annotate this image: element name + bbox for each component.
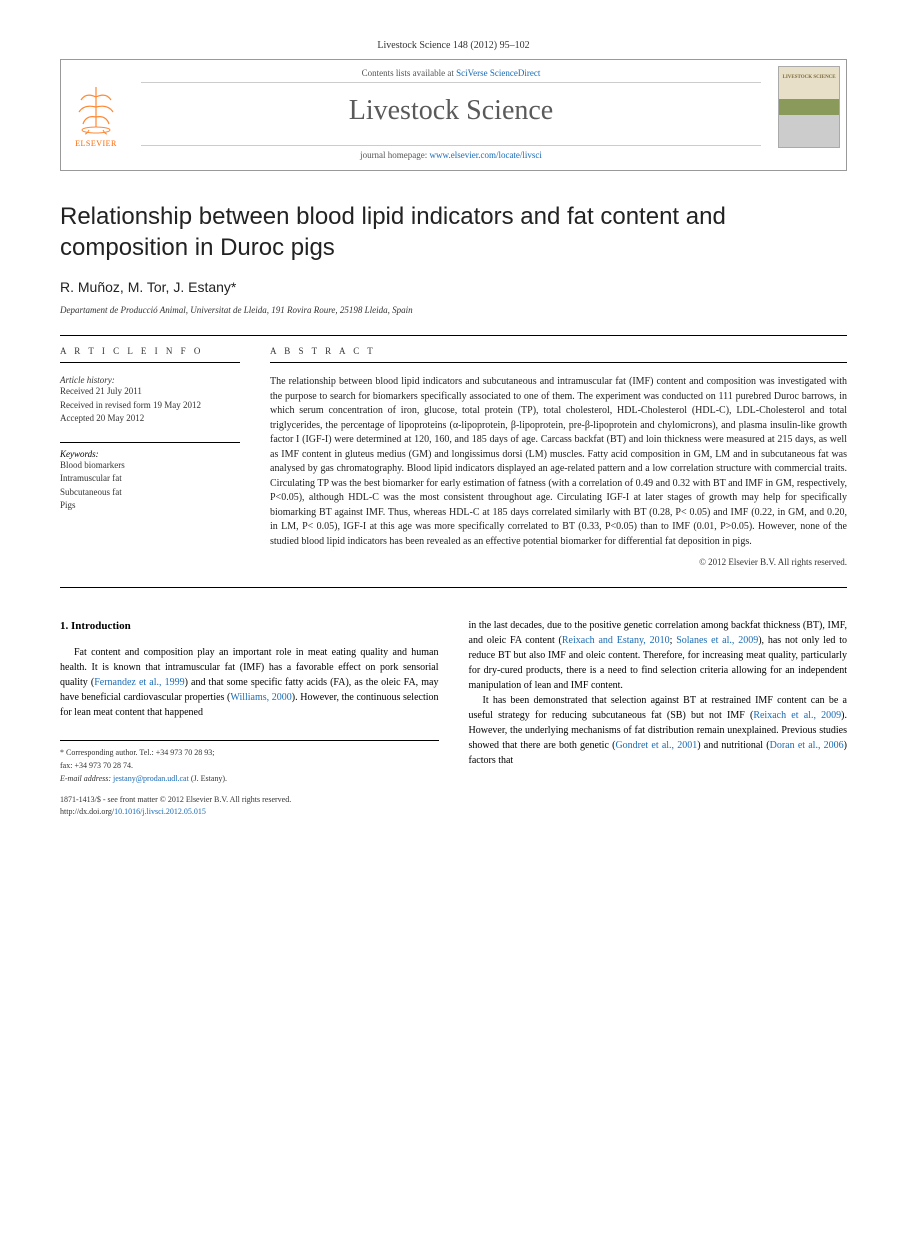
body-text: ) and nutritional ( — [697, 740, 769, 751]
corresp-label: Corresponding author. Tel.: — [64, 748, 154, 757]
doi-line: http://dx.doi.org/10.1016/j.livsci.2012.… — [60, 806, 439, 817]
email-label: E-mail address: — [60, 774, 113, 783]
reference-link[interactable]: Fernandez et al., 1999 — [94, 677, 184, 688]
email-link[interactable]: jestany@prodan.udl.cat — [113, 774, 189, 783]
header-center: Contents lists available at SciVerse Sci… — [131, 60, 771, 170]
fax-number: +34 973 70 28 74. — [74, 761, 133, 770]
corresp-tel: +34 973 70 28 93; — [156, 748, 215, 757]
article-info-col: A R T I C L E I N F O Article history: R… — [60, 346, 240, 567]
cover-image: LIVESTOCK SCIENCE — [778, 66, 840, 148]
homepage-prefix: journal homepage: — [360, 150, 429, 160]
keyword-item: Intramuscular fat — [60, 472, 240, 486]
intro-paragraph-2: It has been demonstrated that selection … — [469, 693, 848, 768]
doi-label: http://dx.doi.org/ — [60, 807, 114, 816]
intro-heading: 1. Introduction — [60, 618, 439, 635]
corresponding-marker: * — [231, 279, 236, 295]
corresp-line-1: * Corresponding author. Tel.: +34 973 70… — [60, 747, 439, 758]
journal-header-box: ELSEVIER Contents lists available at Sci… — [60, 59, 847, 171]
body-col-right: in the last decades, due to the positive… — [469, 618, 848, 816]
divider-top — [60, 335, 847, 336]
article-title: Relationship between blood lipid indicat… — [60, 201, 847, 263]
fax-label: fax: — [60, 761, 74, 770]
reference-link[interactable]: Reixach et al., 2009 — [753, 710, 841, 721]
body-columns: 1. Introduction Fat content and composit… — [60, 618, 847, 816]
authors-names: R. Muñoz, M. Tor, J. Estany — [60, 279, 231, 295]
elsevier-label: ELSEVIER — [75, 139, 117, 148]
elsevier-logo[interactable]: ELSEVIER — [61, 60, 131, 170]
sciencedirect-link[interactable]: SciVerse ScienceDirect — [456, 68, 540, 78]
corresp-fax: fax: +34 973 70 28 74. — [60, 760, 439, 771]
history-received: Received 21 July 2011 — [60, 385, 240, 399]
body-col-left: 1. Introduction Fat content and composit… — [60, 618, 439, 816]
history-accepted: Accepted 20 May 2012 — [60, 412, 240, 426]
intro-paragraph-1-cont: in the last decades, due to the positive… — [469, 618, 848, 693]
cover-label: LIVESTOCK SCIENCE — [783, 75, 836, 80]
reference-link[interactable]: Solanes et al., 2009 — [676, 635, 758, 646]
header-citation: Livestock Science 148 (2012) 95–102 — [60, 40, 847, 51]
keyword-item: Blood biomarkers — [60, 459, 240, 473]
contents-available-line: Contents lists available at SciVerse Sci… — [141, 68, 761, 83]
reference-link[interactable]: Reixach and Estany, 2010 — [562, 635, 670, 646]
article-info-label: A R T I C L E I N F O — [60, 346, 240, 363]
doi-link[interactable]: 10.1016/j.livsci.2012.05.015 — [114, 807, 206, 816]
info-abstract-row: A R T I C L E I N F O Article history: R… — [60, 346, 847, 567]
homepage-link[interactable]: www.elsevier.com/locate/livsci — [430, 150, 542, 160]
abstract-text: The relationship between blood lipid ind… — [270, 375, 847, 549]
authors-line: R. Muñoz, M. Tor, J. Estany* — [60, 279, 847, 295]
intro-paragraph-1: Fat content and composition play an impo… — [60, 645, 439, 720]
copyright-footer: 1871-1413/$ - see front matter © 2012 El… — [60, 794, 439, 816]
abstract-copyright: © 2012 Elsevier B.V. All rights reserved… — [270, 557, 847, 567]
journal-cover-thumb[interactable]: LIVESTOCK SCIENCE — [771, 60, 846, 170]
reference-link[interactable]: Williams, 2000 — [230, 692, 291, 703]
email-name: (J. Estany). — [189, 774, 227, 783]
abstract-col: A B S T R A C T The relationship between… — [270, 346, 847, 567]
keyword-item: Pigs — [60, 499, 240, 513]
abstract-label: A B S T R A C T — [270, 346, 847, 363]
corresponding-author-footer: * Corresponding author. Tel.: +34 973 70… — [60, 740, 439, 785]
journal-title: Livestock Science — [141, 95, 761, 127]
divider-bottom — [60, 587, 847, 588]
keywords-label: Keywords: — [60, 442, 240, 459]
homepage-line: journal homepage: www.elsevier.com/locat… — [141, 145, 761, 160]
corresp-email-line: E-mail address: jestany@prodan.udl.cat (… — [60, 773, 439, 784]
keyword-item: Subcutaneous fat — [60, 486, 240, 500]
reference-link[interactable]: Gondret et al., 2001 — [615, 740, 697, 751]
reference-link[interactable]: Doran et al., 2006 — [770, 740, 844, 751]
history-label: Article history: — [60, 375, 240, 385]
copyright-line: 1871-1413/$ - see front matter © 2012 El… — [60, 794, 439, 805]
contents-prefix: Contents lists available at — [362, 68, 456, 78]
history-revised: Received in revised form 19 May 2012 — [60, 399, 240, 413]
affiliation: Departament de Producció Animal, Univers… — [60, 305, 847, 315]
elsevier-tree-icon — [71, 82, 121, 137]
